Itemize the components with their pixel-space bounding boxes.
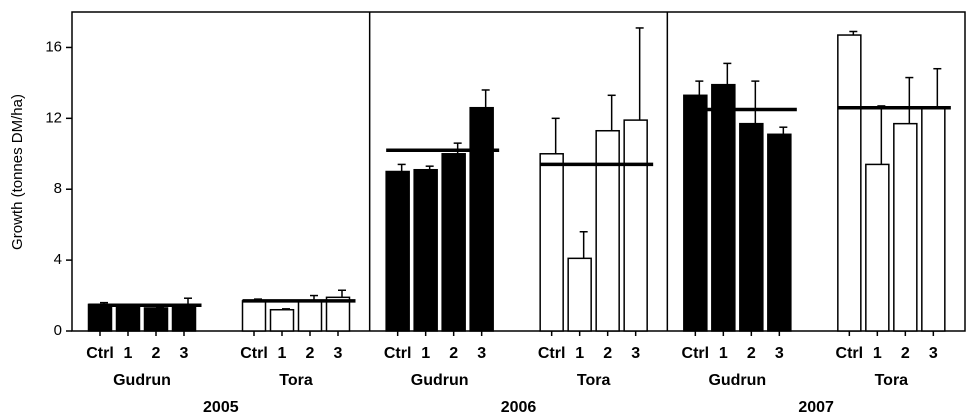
y-tick-label: 0 [54,322,62,339]
x-tick-label: 1 [575,345,584,362]
group-label: Tora [279,372,313,389]
x-tick-label: 3 [477,345,486,362]
x-tick-label: Ctrl [836,345,864,362]
bar [413,168,438,332]
y-tick-label: 16 [45,38,62,55]
bar [921,106,946,332]
x-tick-label: Ctrl [538,345,566,362]
x-tick-label: 2 [306,345,315,362]
bar [623,119,648,332]
x-tick-label: 2 [152,345,161,362]
x-tick-label: 1 [873,345,882,362]
bar [683,94,708,332]
bar [837,34,862,332]
x-tick-label: 3 [631,345,640,362]
bar [539,153,564,332]
x-tick-label: 1 [421,345,430,362]
bar [865,163,890,332]
bar [739,122,764,332]
y-tick-label: 4 [54,251,62,268]
bar [893,122,918,332]
bar [115,305,141,332]
bar [385,170,410,332]
plot-frame [71,11,966,332]
panel-label: 2005 [203,399,239,416]
bar [87,303,113,332]
x-tick-label: 2 [603,345,612,362]
x-tick-label: Ctrl [240,345,268,362]
group-label: Gudrun [411,372,469,389]
panel-label: 2007 [798,399,834,416]
x-tick-label: 3 [180,345,189,362]
group-label: Tora [577,372,611,389]
x-tick-label: 3 [929,345,938,362]
bar [143,307,169,332]
x-tick-label: 3 [775,345,784,362]
bar [241,300,267,332]
y-tick-label: 12 [45,109,62,126]
bar [767,133,792,332]
panel-label: 2006 [501,399,537,416]
bar [171,303,197,332]
x-tick-label: 2 [901,345,910,362]
y-tick-label: 8 [54,180,62,197]
bar [297,300,323,332]
x-tick-label: 1 [124,345,133,362]
bar [469,106,494,332]
x-tick-label: 1 [278,345,287,362]
bar [269,308,295,332]
bar [595,129,620,332]
x-tick-label: Ctrl [682,345,710,362]
x-tick-label: 1 [719,345,728,362]
x-tick-label: 2 [449,345,458,362]
group-label: Tora [875,372,909,389]
group-label: Gudrun [708,372,766,389]
bar [441,153,466,332]
x-tick-label: Ctrl [384,345,412,362]
x-tick-label: 2 [747,345,756,362]
bar [711,83,736,332]
x-tick-label: 3 [334,345,343,362]
bar [567,257,592,332]
y-axis-label: Growth (tonnes DM/ha) [9,94,26,250]
group-label: Gudrun [113,372,171,389]
x-tick-label: Ctrl [86,345,114,362]
